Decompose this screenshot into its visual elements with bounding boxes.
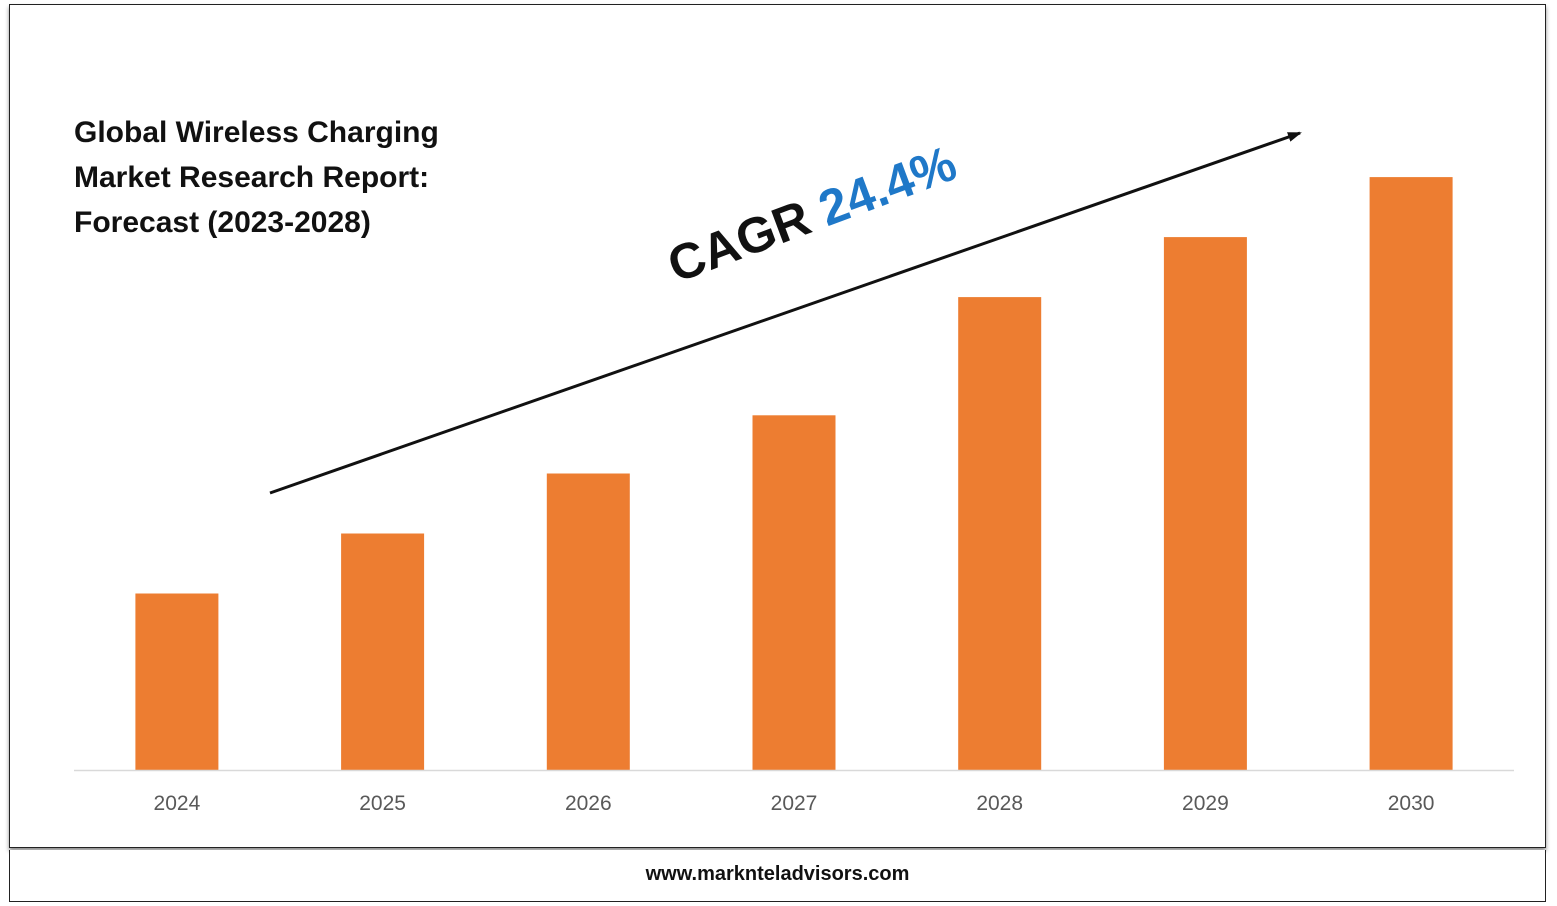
x-tick-label-2024: 2024	[154, 792, 201, 815]
x-tick-label-2029: 2029	[1182, 792, 1229, 815]
bars-group	[135, 177, 1453, 771]
footer-website: www.marknteladvisors.com	[645, 863, 910, 885]
chart-title: Global Wireless Charging Market Research…	[74, 116, 439, 239]
bar-2030	[1369, 177, 1453, 771]
x-tick-label-2028: 2028	[976, 792, 1023, 815]
bar-2028	[958, 297, 1042, 770]
bar-2026	[546, 473, 630, 770]
x-tick-label-2027: 2027	[771, 792, 818, 815]
bar-2025	[341, 533, 425, 770]
bar-2029	[1163, 237, 1247, 771]
x-tick-label-2030: 2030	[1388, 792, 1435, 815]
bar-2024	[135, 593, 219, 770]
footer: www.marknteladvisors.com	[9, 850, 1546, 902]
x-tick-label-2026: 2026	[565, 792, 612, 815]
x-tick-labels: 2024 2025 2026 2027 2028 2029 2030	[154, 792, 1435, 815]
bar-2027	[752, 415, 836, 770]
trend-arrow	[269, 131, 1302, 495]
x-tick-label-2025: 2025	[359, 792, 406, 815]
